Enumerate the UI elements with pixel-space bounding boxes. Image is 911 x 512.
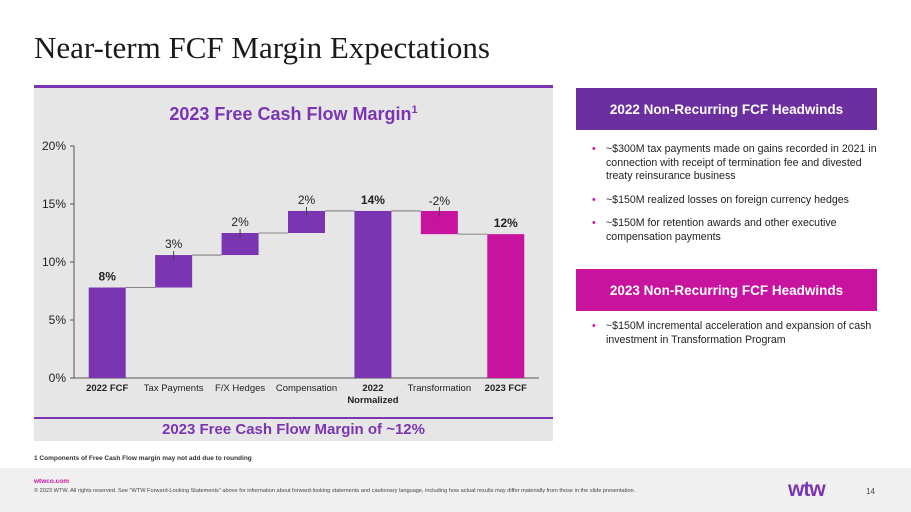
chart-title-text: 2023 Free Cash Flow Margin xyxy=(169,104,412,124)
category-label: 2022 xyxy=(362,383,383,394)
wtw-logo: wtw xyxy=(788,478,826,501)
data-label: 3% xyxy=(165,237,183,251)
chart-footer: 2023 Free Cash Flow Margin of ~12% xyxy=(161,421,425,438)
category-label: Transformation xyxy=(408,383,472,394)
y-tick-label: 10% xyxy=(42,255,66,269)
y-tick-label: 15% xyxy=(42,197,66,211)
page-number: 14 xyxy=(866,487,875,496)
category-label: 2023 FCF xyxy=(485,383,527,394)
headwinds-2022-list: ~$300M tax payments made on gains record… xyxy=(592,143,882,254)
y-tick-label: 0% xyxy=(49,371,67,385)
data-label: 8% xyxy=(99,270,117,284)
category-label: 2022 FCF xyxy=(86,383,128,394)
list-item: ~$150M for retention awards and other ex… xyxy=(592,217,882,244)
headwinds-2023-list: ~$150M incremental acceleration and expa… xyxy=(592,320,882,357)
data-label: 2% xyxy=(298,193,316,207)
category-label: Normalized xyxy=(347,395,398,406)
chart-title-footnote-marker: 1 xyxy=(411,104,418,116)
page-title: Near-term FCF Margin Expectations xyxy=(34,30,490,65)
chart-panel: 2023 Free Cash Flow Margin1 0% 5% 10% 15% 20… xyxy=(34,85,553,441)
y-tick-label: 20% xyxy=(42,139,66,153)
bar xyxy=(354,210,392,378)
footnote: 1 Components of Free Cash Flow margin ma… xyxy=(34,455,252,462)
list-item: ~$150M incremental acceleration and expa… xyxy=(592,320,882,347)
list-item: ~$150M realized losses on foreign curren… xyxy=(592,194,882,208)
list-item: ~$300M tax payments made on gains record… xyxy=(592,143,882,184)
category-label: Compensation xyxy=(276,383,337,394)
chart-title: 2023 Free Cash Flow Margin1 xyxy=(34,104,553,125)
data-label: 2% xyxy=(231,215,249,229)
waterfall-chart: 0% 5% 10% 15% 20% 8% 2022 FCF 3% Tax Payments 2% F… xyxy=(42,139,539,406)
data-label: 14% xyxy=(361,193,385,207)
bar xyxy=(420,210,458,235)
data-label: -2% xyxy=(429,194,451,208)
headwinds-2022-header: 2022 Non-Recurring FCF Headwinds xyxy=(576,88,877,130)
bar xyxy=(288,210,325,233)
category-label: F/X Hedges xyxy=(215,383,265,394)
bar xyxy=(88,287,126,378)
y-tick-label: 5% xyxy=(49,313,67,327)
headwinds-2023-header: 2023 Non-Recurring FCF Headwinds xyxy=(576,269,877,311)
bar xyxy=(221,233,259,256)
footer-link[interactable]: wtwco.com xyxy=(34,478,70,485)
category-label: Tax Payments xyxy=(144,383,204,394)
chart-footer-divider xyxy=(34,417,553,419)
footer-copyright: © 2023 WTW. All rights reserved. See "WT… xyxy=(34,488,636,494)
data-label: 12% xyxy=(494,216,518,230)
footer-bar xyxy=(0,468,911,512)
bar xyxy=(487,234,525,378)
